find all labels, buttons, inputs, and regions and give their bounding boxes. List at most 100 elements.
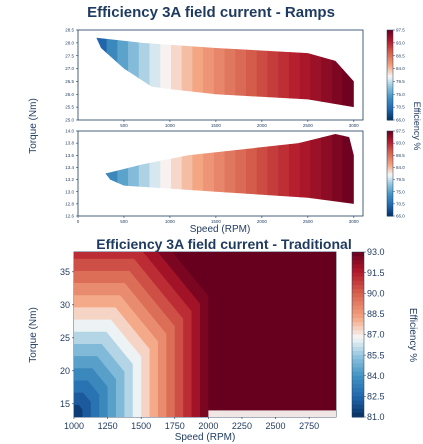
colorbar-swatch	[387, 209, 393, 213]
colorbar-tick-label: 75.0	[396, 189, 405, 194]
colorbar-tick-label: 93.0	[396, 141, 405, 146]
colorbar-label-ramps: Efficiency %	[412, 102, 422, 151]
x-tick-label: 1000	[165, 123, 176, 128]
efficiency-band	[342, 134, 354, 204]
efficiency-band	[224, 134, 237, 204]
colorbar-swatch	[387, 50, 393, 53]
colorbar-swatch	[387, 45, 393, 49]
chart-title-traditional: Efficiency 3A field current - Traditiona…	[96, 236, 351, 252]
efficiency-band	[170, 134, 183, 204]
efficiency-band	[192, 37, 205, 108]
colorbar-tick-label: 97.5	[396, 28, 405, 33]
colorbar-swatch	[387, 102, 393, 105]
colorbar-swatch	[352, 388, 364, 393]
colorbar-swatch	[352, 330, 364, 335]
colorbar-swatch	[352, 371, 364, 377]
y-tick-label: 28.5	[65, 28, 74, 33]
colorbar-swatch	[387, 145, 393, 149]
colorbar-swatch	[387, 117, 393, 121]
colorbar-swatch	[352, 297, 364, 302]
y-tick-label: 12.6	[65, 214, 74, 219]
colorbar-label-traditional: Efficiency %	[407, 308, 418, 362]
efficiency-band	[235, 37, 248, 108]
colorbar-swatch	[352, 276, 364, 282]
x-tick-label: 2750	[299, 421, 319, 431]
colorbar-swatch	[387, 169, 393, 172]
x-tick-label: 2500	[303, 219, 314, 224]
colorbar-swatch	[352, 338, 364, 344]
y-tick-label: 35	[60, 267, 70, 277]
x-tick-label: 1000	[165, 219, 176, 224]
y-axis-label-traditional: Torque (Nm)	[28, 307, 39, 363]
efficiency-band	[246, 37, 258, 108]
colorbar-swatch	[352, 256, 364, 261]
efficiency-band	[267, 134, 280, 204]
colorbar-swatch	[387, 211, 393, 215]
colorbar-swatch	[387, 160, 393, 164]
colorbar-tick-label: 90.0	[367, 288, 385, 298]
colorbar-swatch	[352, 359, 364, 364]
colorbar-swatch	[387, 34, 393, 38]
x-tick-label: 1000	[64, 421, 84, 431]
x-tick-label: 500	[120, 219, 128, 224]
colorbar-swatch	[387, 95, 393, 98]
colorbar-swatch	[387, 213, 393, 217]
colorbar-swatch	[387, 66, 393, 69]
efficiency-band	[278, 134, 290, 204]
x-tick-label: 500	[120, 123, 128, 128]
colorbar-swatch	[352, 301, 364, 307]
y-tick-label: 13.4	[65, 165, 74, 170]
colorbar-tick-label: 88.5	[367, 309, 385, 319]
colorbar-swatch	[387, 57, 393, 60]
colorbar-swatch	[387, 131, 393, 134]
colorbar-frame-0	[386, 29, 394, 121]
colorbar-swatch	[387, 171, 393, 174]
efficiency-band	[170, 37, 183, 108]
colorbar-swatch	[352, 280, 364, 286]
efficiency-band	[181, 37, 194, 108]
colorbar-swatch	[352, 252, 364, 257]
x-tick-label: 1500	[131, 421, 151, 431]
colorbar-swatch	[387, 43, 393, 47]
colorbar-swatch	[387, 106, 393, 110]
colorbar-swatch	[387, 137, 393, 140]
y-tick-label: 14.0	[65, 129, 74, 134]
colorbar-swatch	[387, 143, 393, 147]
efficiency-band	[278, 37, 290, 108]
colorbar-swatch	[387, 205, 393, 208]
colorbar-swatch	[352, 289, 364, 294]
efficiency-band	[74, 404, 83, 417]
efficiency-band	[213, 37, 226, 108]
colorbar-swatch	[352, 363, 364, 368]
colorbar-swatch	[352, 408, 364, 414]
colorbar-swatch	[352, 309, 364, 315]
colorbar-swatch	[387, 207, 393, 211]
colorbar-tick-label: 81.0	[367, 412, 385, 422]
colorbar-swatch	[352, 264, 364, 269]
colorbar-swatch	[387, 68, 393, 71]
efficiency-field-1	[105, 134, 354, 204]
colorbar-swatch	[387, 54, 393, 58]
colorbar-swatch	[387, 154, 393, 157]
y-tick-label: 15	[60, 399, 70, 409]
colorbar-swatch	[387, 97, 393, 101]
colorbar-swatch	[387, 99, 393, 103]
colorbar-swatch	[387, 177, 393, 181]
efficiency-band	[149, 37, 162, 108]
efficiency-band	[299, 134, 312, 204]
y-tick-label: 25	[60, 333, 70, 343]
chart-title-ramps: Efficiency 3A field current - Ramps	[87, 4, 335, 21]
colorbar-swatch	[352, 392, 364, 397]
colorbar-tick-label: 79.5	[396, 79, 405, 84]
efficiency-band	[310, 134, 323, 204]
y-tick-label: 27.5	[65, 53, 74, 58]
efficiency-band	[256, 37, 269, 108]
colorbar-swatch	[387, 52, 393, 56]
colorbar-swatch	[387, 167, 393, 170]
y-tick-label: 30	[60, 300, 70, 310]
efficiency-band	[331, 37, 344, 108]
efficiency-band	[288, 134, 301, 204]
y-tick-label: 26.5	[65, 79, 74, 84]
colorbar-swatch	[387, 75, 393, 78]
colorbar-swatch	[387, 86, 393, 89]
